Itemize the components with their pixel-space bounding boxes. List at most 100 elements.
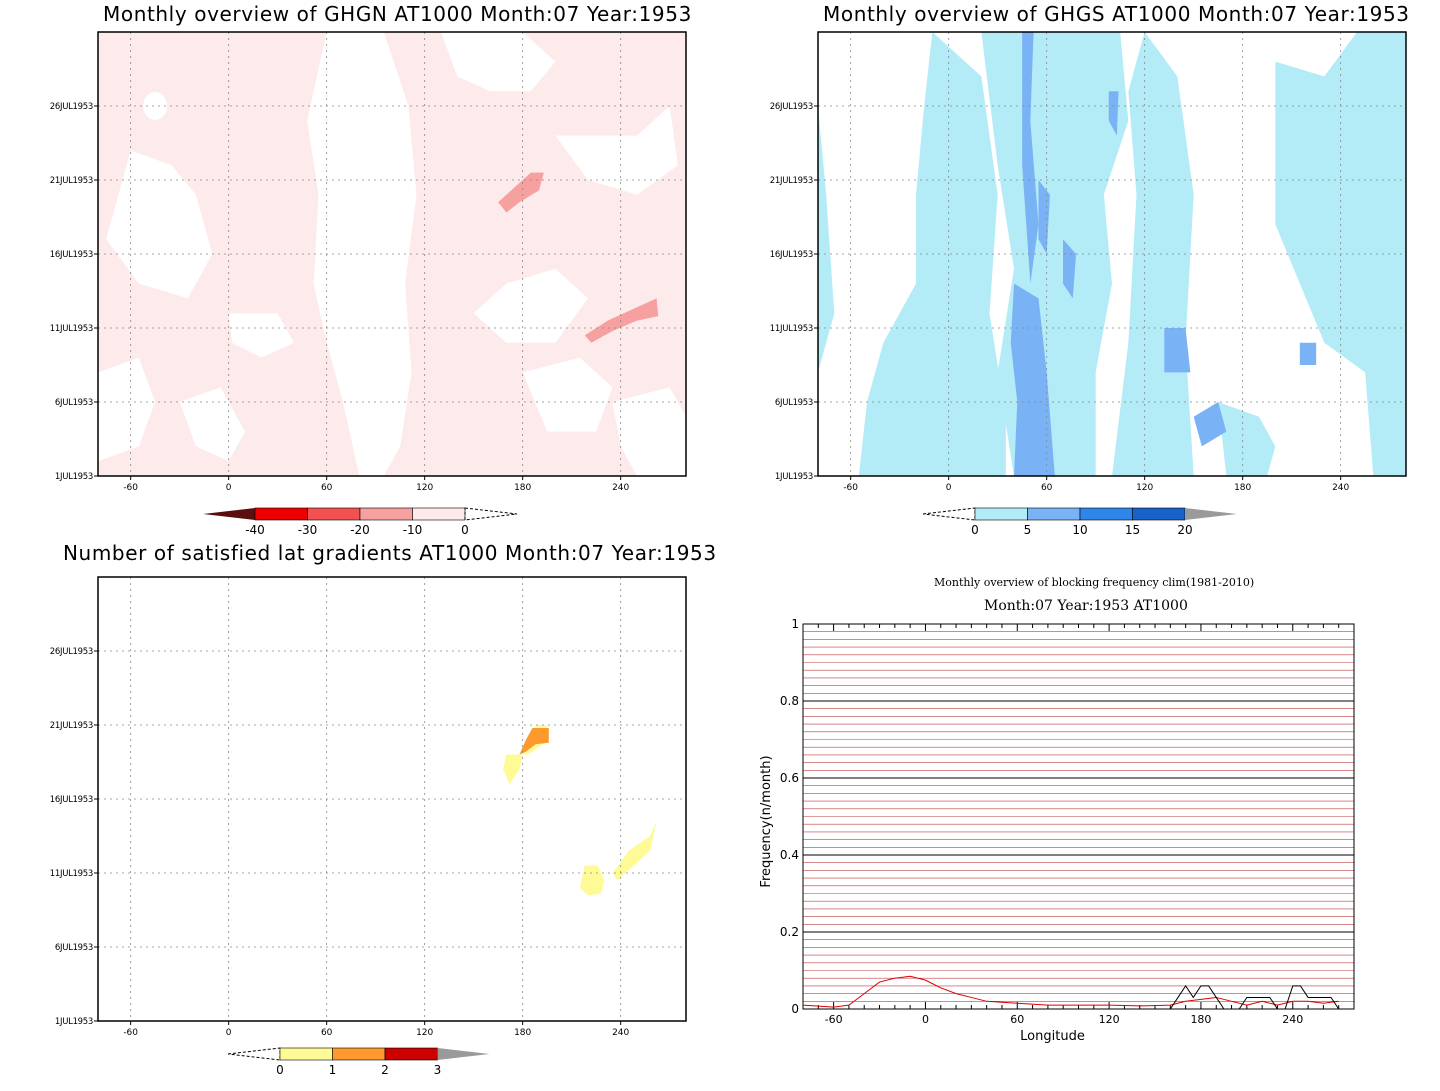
y-tick-label: 21JUL1953	[50, 176, 93, 186]
x-tick-label: 180	[514, 1028, 531, 1038]
y-tick-label: 0.2	[780, 925, 799, 939]
shaded-region-5-10	[1022, 32, 1039, 284]
white-region	[555, 106, 678, 195]
shaded-region-5-10	[1038, 180, 1050, 254]
y-tick-label: 1	[791, 617, 799, 631]
shaded-region-minus20	[584, 298, 659, 343]
x-tick-label: 240	[1282, 1013, 1303, 1026]
white-region	[98, 357, 156, 462]
y-tick-label: 16JUL1953	[50, 250, 93, 260]
y-tick-label: 6JUL1953	[55, 398, 93, 408]
x-tick-label: 180	[1234, 483, 1251, 493]
y-tick-label: 16JUL1953	[50, 795, 93, 805]
white-region	[441, 32, 556, 92]
colorbar-label: 10	[1072, 523, 1087, 537]
colorbar-label: 1	[329, 1063, 337, 1077]
white-region	[612, 387, 686, 476]
y-tick-label: 16JUL1953	[770, 250, 813, 260]
x-tick-label: 0	[946, 483, 952, 493]
x-tick-label: 0	[226, 483, 232, 493]
colorbar-box	[359, 507, 413, 521]
y-tick-label: 26JUL1953	[770, 102, 813, 112]
ghgs-title: Monthly overview of GHGS AT1000 Month:07…	[823, 2, 1410, 26]
colorbar-box	[384, 1047, 438, 1061]
y-tick-label: 11JUL1953	[770, 324, 813, 334]
x-tick-label: 60	[321, 483, 333, 493]
x-tick-label: -60	[843, 483, 858, 493]
colorbar-box	[1027, 507, 1081, 521]
colorbar-right-arrow	[1185, 508, 1237, 520]
white-region	[143, 92, 168, 120]
colorbar-label: -30	[298, 523, 318, 537]
y-tick-label: 26JUL1953	[50, 102, 93, 112]
y-tick-label: 1JUL1953	[55, 472, 93, 482]
colorbar-label: 0	[971, 523, 979, 537]
colorbar-box	[279, 1047, 333, 1061]
y-tick-label: 0	[791, 1002, 799, 1016]
white-region	[307, 32, 417, 476]
colorbar-left-arrow	[227, 1047, 281, 1061]
x-tick-label: 240	[1332, 483, 1349, 493]
nlat-title: Number of satisfied lat gradients AT1000…	[63, 541, 717, 565]
x-tick-label: 180	[514, 483, 531, 493]
colorbar-box	[412, 507, 466, 521]
colorbar-label: -40	[245, 523, 265, 537]
ghgs-chart: -60 0 60 120 180 240 1JUL1953 6JUL1953 11JUL1953…	[770, 31, 1407, 537]
x-tick-label: 240	[612, 1028, 629, 1038]
white-region	[106, 150, 213, 299]
x-tick-label: 60	[321, 1028, 333, 1038]
shaded-region-5-10	[1193, 402, 1227, 447]
y-tick-label: 6JUL1953	[775, 398, 813, 408]
colorbar-label: -10	[403, 523, 423, 537]
y-tick-label: 1JUL1953	[775, 472, 813, 482]
x-tick-label: 240	[612, 483, 629, 493]
colorbar-label: 2	[381, 1063, 389, 1077]
y-tick-label: 0.8	[780, 694, 799, 708]
y-tick-label: 11JUL1953	[50, 324, 93, 334]
shaded-region-0-1	[612, 821, 657, 881]
colorbar-label: -20	[350, 523, 370, 537]
shaded-region-0-5	[1218, 402, 1276, 476]
colorbar-label: 0	[276, 1063, 284, 1077]
x-tick-label: 120	[1099, 1013, 1120, 1026]
y-tick-label: 21JUL1953	[770, 176, 813, 186]
x-tick-label: 60	[1010, 1013, 1024, 1026]
colorbar-box	[254, 507, 308, 521]
colorbar-right-arrow	[464, 507, 518, 521]
y-tick-label: 6JUL1953	[55, 943, 93, 953]
colorbar-left-arrow	[922, 507, 976, 521]
colorbar-box	[1132, 507, 1186, 521]
shaded-region-0-5	[818, 106, 835, 373]
colorbar-box	[332, 1047, 386, 1061]
freq-title-2: Month:07 Year:1953 AT1000	[984, 598, 1188, 614]
ghgn-chart: -60 0 60 120 180 240 1JUL1953 6JUL1953 11JUL1953…	[50, 31, 687, 537]
x-tick-label: 120	[416, 483, 433, 493]
x-tick-label: 120	[1136, 483, 1153, 493]
white-region	[228, 313, 294, 358]
colorbar-label: 0	[461, 523, 469, 537]
nlat-chart: -60 0 60 120 180 2401JUL19536JUL195311JUL1953…	[50, 576, 687, 1077]
y-tick-label: 26JUL1953	[50, 647, 93, 657]
shaded-region-1-2	[519, 727, 549, 755]
colorbar-left-arrow	[203, 508, 255, 520]
x-tick-label: 180	[1190, 1013, 1211, 1026]
colorbar-box	[974, 507, 1028, 521]
colorbar-box	[307, 507, 361, 521]
y-tick-label: 11JUL1953	[50, 869, 93, 879]
shaded-region-5-10	[1299, 342, 1317, 365]
x-tick-label: 0	[922, 1013, 929, 1026]
freq-title-1: Monthly overview of blocking frequency c…	[934, 576, 1255, 589]
white-region	[522, 357, 613, 432]
shaded-region-5-10	[1108, 91, 1119, 136]
plot-frame	[817, 31, 1407, 477]
ghgn-title: Monthly overview of GHGN AT1000 Month:07…	[103, 2, 692, 26]
plot-frame	[97, 31, 687, 477]
x-tick-label: -60	[123, 483, 138, 493]
series-line-1	[803, 984, 1340, 1010]
x-tick-label: 0	[226, 1028, 232, 1038]
x-tick-label: -60	[123, 1028, 138, 1038]
y-axis-label: Frequency(n/month)	[759, 755, 774, 887]
colorbar-box	[1079, 507, 1133, 521]
shaded-region-5-10	[1063, 239, 1077, 299]
x-tick-label: 120	[416, 1028, 433, 1038]
